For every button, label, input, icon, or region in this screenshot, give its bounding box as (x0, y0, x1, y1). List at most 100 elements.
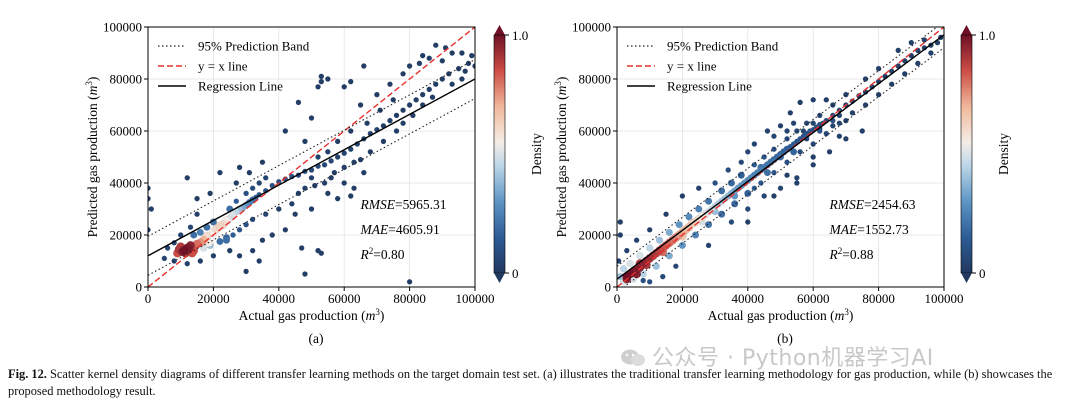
scatter-point (413, 97, 419, 103)
scatter-point (816, 112, 823, 119)
scatter-point (810, 154, 816, 160)
scatter-point (334, 154, 341, 160)
scatter-point (187, 224, 194, 230)
scatter-point (325, 190, 331, 197)
scatter-point (797, 149, 803, 155)
scatter-point (843, 91, 849, 98)
x-axis-label: Actual gas production (m3) (239, 307, 385, 323)
scatter-point (367, 149, 374, 155)
scatter-point (380, 138, 387, 145)
y-tick-label: 80000 (110, 72, 143, 87)
watermark-text: 公众号 · Python机器学习AI (652, 346, 934, 371)
colorbar-min-label: 0 (512, 266, 519, 281)
y-axis-label: Predicted gas production (m3) (84, 77, 100, 238)
scatter-point (249, 247, 256, 254)
scatter-point (745, 219, 751, 225)
scatter-point (298, 245, 305, 251)
scatter-point (308, 175, 315, 181)
scatter-point (341, 84, 347, 90)
scatter-point (655, 236, 664, 244)
scatter-point (215, 221, 225, 231)
x-tick-label: 60000 (797, 291, 830, 306)
scatter-point (731, 200, 739, 208)
y-tick-label: 20000 (110, 228, 143, 243)
scatter-point (784, 159, 790, 165)
metric-text: MAE=1552.73 (829, 222, 909, 237)
scatter-point (763, 169, 771, 177)
plot-frame (616, 26, 945, 288)
scatter-point (400, 107, 406, 113)
scatter-point (246, 169, 253, 176)
scatter-point (771, 193, 777, 199)
scatter-point (179, 246, 189, 255)
scatter-point (357, 102, 364, 108)
scatter-point (262, 211, 269, 217)
scatter-point (790, 120, 797, 126)
scatter-point (790, 148, 798, 156)
scatter-point (830, 123, 836, 129)
colorbar-bottom-extend (961, 273, 972, 283)
scatter-point (308, 115, 315, 121)
scatter-point (640, 277, 646, 284)
colorbar-bottom-extend (494, 273, 505, 283)
scatter-point (292, 211, 298, 217)
scatter-point (161, 255, 168, 262)
scatter-point (810, 141, 816, 147)
panel-b: 0 20000 40000 60000 80000 100000 0 20000 40000 60… (553, 20, 1011, 347)
plot-frame (147, 26, 476, 288)
scatter-point (347, 193, 354, 199)
scatter-point (875, 65, 882, 72)
scatter-point (400, 71, 406, 77)
scatter-point (276, 206, 282, 212)
scatter-point (636, 252, 644, 260)
scatter-point (236, 253, 243, 259)
scatter-point (347, 78, 354, 85)
x-tick-label: 0 (145, 291, 152, 306)
scatter-point (895, 47, 901, 54)
scatter-point (777, 185, 784, 191)
scatter-point (374, 91, 380, 98)
scatter-point (771, 133, 777, 139)
scatter-point (364, 120, 370, 126)
scatter-point (761, 154, 767, 160)
scatter-point (633, 237, 640, 243)
scatter-point (216, 237, 224, 246)
scatter-point (685, 213, 693, 221)
scatter-point (459, 76, 465, 82)
metric-text: MAE=4605.91 (360, 222, 440, 237)
scatter-point (318, 78, 325, 85)
scatter-point (624, 247, 630, 254)
metric-text: R2=0.80 (360, 246, 405, 262)
metric-text: RMSE=5965.31 (360, 197, 447, 212)
scatter-point (233, 180, 240, 186)
scatter-point (269, 232, 276, 238)
y-tick-label: 60000 (110, 124, 143, 139)
colorbar (493, 34, 506, 274)
prediction-band-lower (623, 47, 944, 287)
scatter-point (406, 102, 413, 108)
scatter-point (295, 99, 302, 106)
x-tick-label: 100000 (456, 291, 495, 306)
scatter-point (416, 60, 423, 67)
scatter-point (928, 50, 934, 56)
scatter-point (794, 180, 800, 186)
x-tick-label: 60000 (328, 291, 361, 306)
scatter-point (361, 169, 367, 176)
x-tick-label: 80000 (393, 291, 426, 306)
y-tick-label: 40000 (579, 176, 612, 191)
scatter-point (259, 159, 266, 165)
scatter-point (728, 219, 735, 225)
scatter-point (712, 180, 718, 186)
scatter-point (295, 190, 302, 197)
scatter-point (406, 63, 413, 69)
legend-label: y = x line (198, 59, 248, 74)
scatter-point (256, 180, 262, 186)
scatter-point (646, 227, 653, 233)
scatter-point (673, 263, 679, 269)
scatter-point (902, 71, 908, 77)
scatter-point (315, 84, 321, 90)
scatter-point (194, 195, 200, 202)
x-tick-label: 40000 (732, 291, 765, 306)
legend-label: 95% Prediction Band (198, 39, 310, 54)
